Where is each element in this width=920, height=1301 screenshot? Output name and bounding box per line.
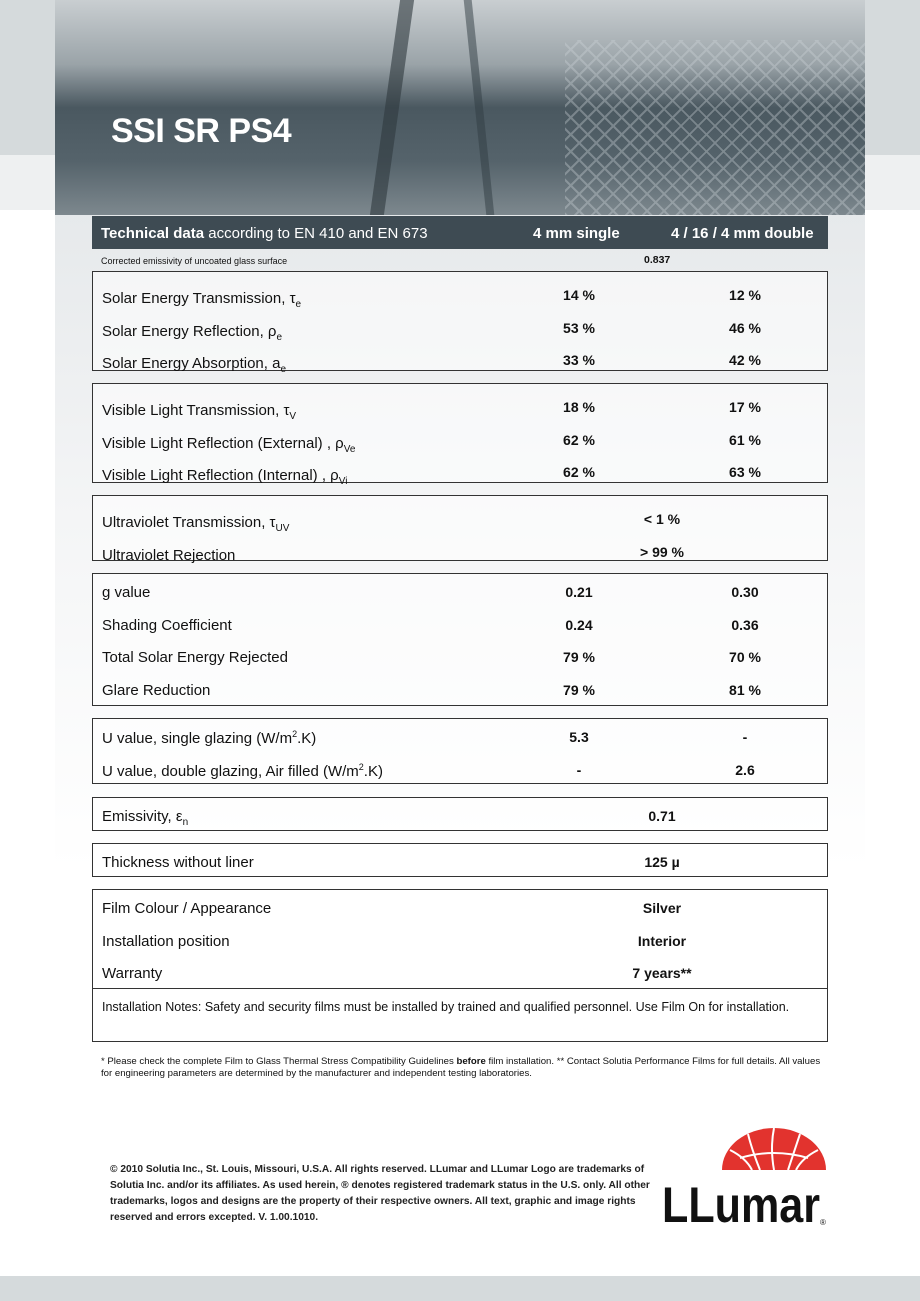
table-group: g value 0.21 0.30 Shading Coefficient 0.24 0.… <box>92 573 828 706</box>
row-label: U value, double glazing, Air filled (W/m… <box>102 761 383 780</box>
llumar-logo: LLumar ® <box>662 1128 826 1228</box>
row-label: Visible Light Reflection (Internal) , ρV… <box>102 467 348 488</box>
bottom-band <box>0 1276 920 1301</box>
row-label: Solar Energy Absorption, ae <box>102 355 287 376</box>
value-merged: 7 years** <box>632 965 692 982</box>
value-double: 70 % <box>729 649 761 666</box>
table-row: Ultraviolet Transmission, τUV < 1 % <box>93 511 827 534</box>
table-row: Installation position Interior <box>93 933 827 953</box>
row-label: Ultraviolet Transmission, τUV <box>102 514 290 534</box>
value-merged: 0.71 <box>648 808 676 824</box>
table-row: Shading Coefficient 0.24 0.36 <box>93 617 827 637</box>
row-label: Ultraviolet Rejection <box>102 546 236 564</box>
value-double: 0.36 <box>731 616 759 633</box>
value-double: 0.30 <box>731 584 759 600</box>
table-row: Solar Energy Transmission, τe 14 % 12 % <box>93 287 827 310</box>
table-row: Visible Light Reflection (External) , ρV… <box>93 431 827 455</box>
value-merged: 125 µ <box>644 854 680 870</box>
row-label: Total Solar Energy Rejected <box>102 649 288 667</box>
table-group: Film Colour / Appearance Silver Installati… <box>92 889 828 1042</box>
row-label: Emissivity, εn <box>102 808 189 828</box>
value-single: 0.24 <box>565 616 593 633</box>
column-header-double: 4 / 16 / 4 mm double <box>671 225 814 242</box>
value-single: 18 % <box>563 399 595 415</box>
table-group: Emissivity, εn 0.71 <box>92 797 828 831</box>
table-row: g value 0.21 0.30 <box>93 584 827 604</box>
table-group: Thickness without liner 125 µ <box>92 843 828 877</box>
value-double: 63 % <box>729 464 761 481</box>
value-single: 53 % <box>563 319 595 336</box>
table-row: Film Colour / Appearance Silver <box>93 900 827 920</box>
value-double: 12 % <box>729 287 761 303</box>
row-label: Installation position <box>102 932 230 950</box>
value-double: 46 % <box>729 319 761 336</box>
emissivity-note-label: Corrected emissivity of uncoated glass s… <box>101 256 288 266</box>
value-single: 5.3 <box>569 729 589 745</box>
table-group: U value, single glazing (W/m2.K) 5.3- U va… <box>92 718 828 784</box>
installation-notes: Installation Notes: Safety and security … <box>93 988 827 1026</box>
table-row: U value, single glazing (W/m2.K) 5.3 - <box>93 729 827 749</box>
value-single: 0.21 <box>565 584 593 600</box>
value-double: 2.6 <box>735 761 755 778</box>
table-row: Ultraviolet Rejection > 99 % <box>93 543 827 567</box>
table-header-label: Technical data according to EN 410 and E… <box>101 225 428 242</box>
table-header: Technical data according to EN 410 and E… <box>92 216 828 249</box>
value-double: 42 % <box>729 352 761 369</box>
row-label: g value <box>102 584 151 601</box>
value-single: - <box>576 761 582 778</box>
value-merged: < 1 % <box>643 511 681 527</box>
row-label: Film Colour / Appearance <box>102 900 272 917</box>
table-group: Solar Energy Transmission, τe 14 % 12 % Sol… <box>92 271 828 375</box>
table-row: Solar Energy Absorption, ae 33 % 42 % <box>93 352 827 376</box>
table-row: Total Solar Energy Rejected 79 % 70 % <box>93 649 827 669</box>
row-label: Glare Reduction <box>102 682 211 700</box>
row-label: Visible Light Reflection (External) , ρV… <box>102 434 356 455</box>
table-group: Ultraviolet Transmission, τUV < 1 % Ultrav… <box>92 495 828 564</box>
emissivity-note-row: Corrected emissivity of uncoated glass s… <box>92 254 828 270</box>
row-label: Warranty <box>102 965 163 983</box>
table-row: Visible Light Reflection (Internal) , ρV… <box>93 464 827 488</box>
value-double: 17 % <box>729 399 761 415</box>
table-row: Glare Reduction 79 % 81 % <box>93 682 827 702</box>
table-row: Emissivity, εn 0.71 <box>93 808 827 828</box>
svg-text:LLumar: LLumar <box>662 1177 820 1228</box>
table-row: Solar Energy Reflection, ρe 53 % 46 % <box>93 319 827 343</box>
table-group: Visible Light Transmission, τV 18 % 17 % Vi… <box>92 383 828 487</box>
footnote: * Please check the complete Film to Glas… <box>101 1056 821 1079</box>
value-single: 33 % <box>563 352 595 369</box>
value-merged: Interior <box>637 932 687 949</box>
table-row: Warranty 7 years** <box>93 965 827 985</box>
row-label: Solar Energy Reflection, ρe <box>102 322 283 343</box>
row-label: Shading Coefficient <box>102 616 232 634</box>
value-single: 79 % <box>563 682 595 699</box>
column-header-single: 4 mm single <box>533 225 620 242</box>
value-single: 79 % <box>563 649 595 666</box>
copyright-text: © 2010 Solutia Inc., St. Louis, Missouri… <box>110 1164 650 1223</box>
row-label: Visible Light Transmission, τV <box>102 402 297 422</box>
emissivity-note-value: 0.837 <box>644 254 671 266</box>
value-merged: > 99 % <box>640 543 684 560</box>
svg-text:®: ® <box>820 1218 826 1227</box>
product-title: SSI SR PS4 <box>111 112 292 150</box>
value-single: 62 % <box>563 464 595 481</box>
table-row: U value, double glazing, Air filled (W/m… <box>93 762 827 782</box>
value-single: 62 % <box>563 431 595 448</box>
value-double: 81 % <box>729 682 761 699</box>
value-merged: Silver <box>642 900 682 916</box>
row-label: U value, single glazing (W/m2.K) <box>102 729 317 747</box>
header-photo <box>55 0 865 215</box>
value-double: - <box>742 729 748 745</box>
row-label: Solar Energy Transmission, τe <box>102 290 302 310</box>
table-row: Thickness without liner 125 µ <box>93 854 827 874</box>
value-single: 14 % <box>563 287 595 303</box>
row-label: Thickness without liner <box>102 854 254 871</box>
value-double: 61 % <box>729 431 761 448</box>
table-row: Visible Light Transmission, τV 18 % 17 % <box>93 399 827 422</box>
